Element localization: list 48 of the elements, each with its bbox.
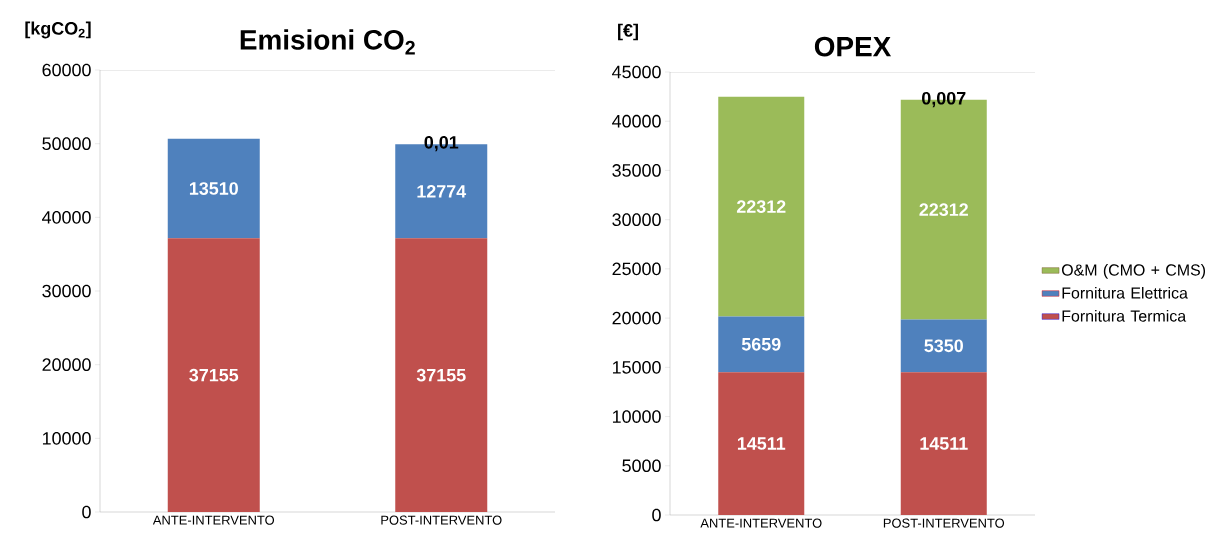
bar	[718, 316, 805, 373]
y-tick-label: 40000	[612, 114, 661, 128]
legend-label: O&M (CMO + CMS)	[1062, 263, 1205, 279]
legend-label: Fornitura Termica	[1062, 310, 1187, 322]
data-label: 37155	[416, 368, 466, 382]
bar	[900, 319, 987, 373]
x-tick-label: POST-INTERVENTO	[883, 518, 1005, 528]
bar	[900, 372, 987, 515]
y-tick-label: 20000	[42, 358, 91, 372]
bar	[718, 96, 805, 317]
y-tick-label: 60000	[42, 63, 91, 77]
y-tick-label: 30000	[612, 213, 661, 227]
y-axis-title: [€]	[618, 23, 638, 41]
data-label: 12774	[417, 184, 467, 198]
y-tick-label: 45000	[612, 65, 661, 79]
annotation: 0,01	[424, 136, 459, 152]
y-tick-label: 10000	[612, 410, 661, 423]
legend-label: Fornitura Elettrica	[1062, 286, 1188, 299]
data-label: 37155	[189, 368, 239, 382]
bar	[167, 138, 260, 239]
x-tick-label: POST-INTERVENTO	[381, 515, 502, 525]
x-tick-label: ANTE-INTERVENTO	[700, 518, 822, 528]
y-tick-label: 20000	[612, 311, 661, 325]
bar	[718, 372, 805, 515]
data-label: 22312	[736, 200, 786, 213]
y-tick-label: 50000	[42, 137, 91, 151]
data-label: 13510	[189, 182, 238, 195]
y-tick-label: 0	[652, 508, 661, 522]
x-tick-label: ANTE-INTERVENTO	[152, 515, 275, 525]
chart-title: Emisioni CO$_{2}$	[240, 29, 415, 55]
y-tick-label: 35000	[612, 164, 661, 177]
y-tick-label: 15000	[612, 360, 661, 374]
chart-title: OPEX	[814, 36, 892, 57]
y-tick-label: 10000	[42, 431, 91, 445]
y-tick-label: 30000	[42, 284, 91, 298]
data-label: 22312	[919, 203, 968, 217]
y-tick-label: 25000	[612, 262, 661, 276]
data-label: 5659	[741, 337, 781, 351]
bar	[167, 238, 260, 512]
data-label: 14511	[920, 437, 968, 450]
y-axis-title: [kgCO$_{2}$]	[25, 21, 91, 39]
y-tick-label: 5000	[622, 459, 661, 473]
data-label: 5350	[924, 339, 963, 353]
annotation: 0,007	[922, 91, 966, 108]
y-tick-label: 0	[82, 505, 91, 519]
y-tick-label: 40000	[42, 210, 91, 224]
bar	[395, 238, 488, 512]
data-label: 14511	[737, 437, 786, 450]
